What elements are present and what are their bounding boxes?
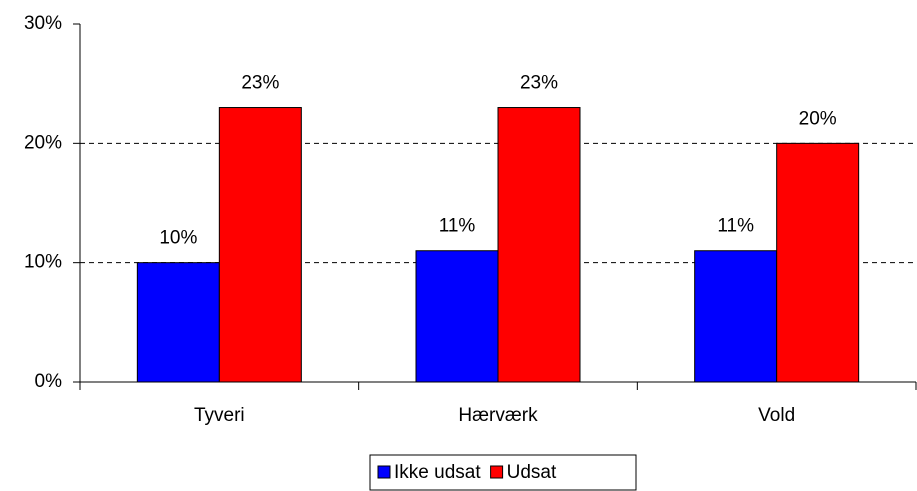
value-label: 23% <box>520 73 558 94</box>
x-tick-label: Tyveri <box>194 405 245 426</box>
legend-swatch <box>490 465 504 479</box>
y-tick-label: 30% <box>24 13 62 34</box>
bar <box>497 107 581 383</box>
value-label: 11% <box>439 216 476 237</box>
bar <box>218 107 302 383</box>
bar <box>776 142 860 383</box>
legend-swatch <box>377 465 391 479</box>
legend-label: Udsat <box>507 462 557 483</box>
value-label: 20% <box>799 108 837 129</box>
y-tick-label: 20% <box>24 132 62 153</box>
bar <box>694 250 778 383</box>
x-tick-label: Hærværk <box>458 405 538 426</box>
bar <box>136 262 220 383</box>
legend-label: Ikke udsat <box>394 462 481 483</box>
y-tick-label: 10% <box>24 252 62 273</box>
y-tick-label: 0% <box>35 371 63 392</box>
value-label: 23% <box>241 73 279 94</box>
bar <box>415 250 499 383</box>
value-label: 11% <box>717 216 754 237</box>
x-tick-label: Vold <box>758 405 795 426</box>
value-label: 10% <box>159 228 197 249</box>
